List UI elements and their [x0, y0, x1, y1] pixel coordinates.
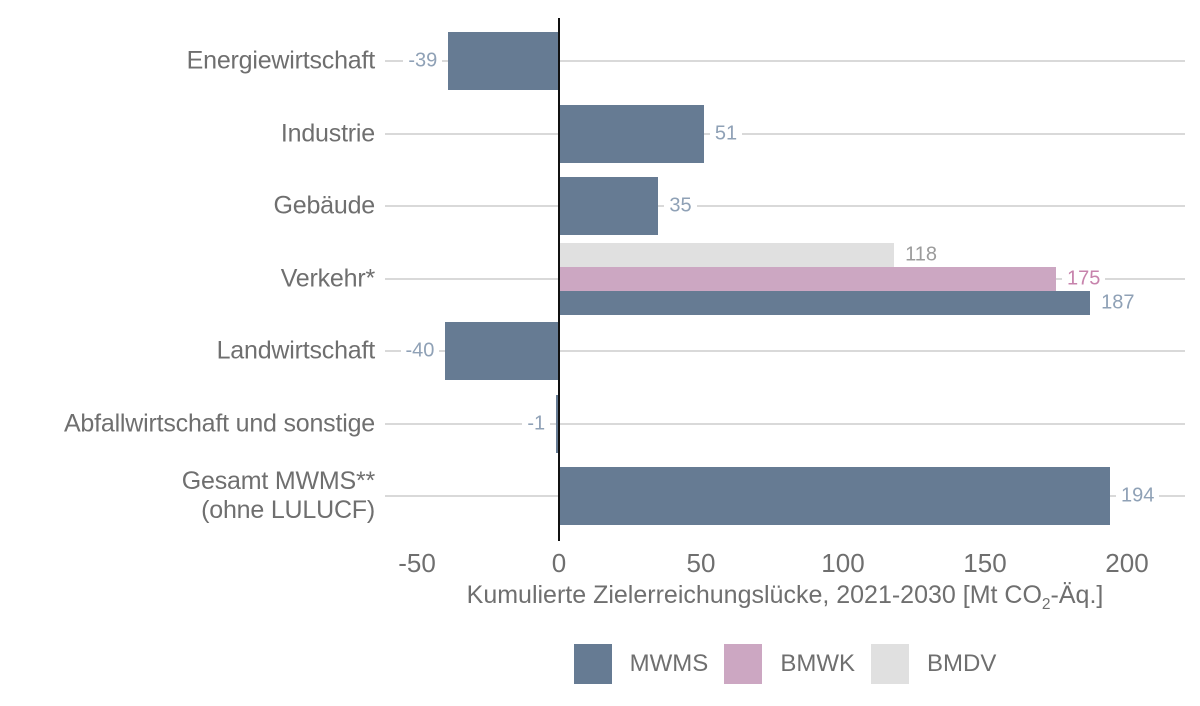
zero-baseline [558, 18, 560, 541]
gridline [385, 205, 1185, 207]
legend-swatch-icon [870, 644, 909, 684]
bar-mwms [559, 467, 1110, 525]
x-tick-label: -50 [398, 548, 436, 578]
value-label: 51 [709, 121, 743, 146]
x-axis-title: Kumulierte Zielerreichungslücke, 2021-20… [385, 581, 1185, 613]
x-tick-label: 150 [963, 548, 1007, 578]
category-label: Gebäude [273, 191, 376, 220]
gridline [385, 60, 1185, 62]
bar-bmwk [559, 266, 1056, 291]
value-label: -40 [400, 338, 440, 364]
x-tick-label: 100 [821, 548, 865, 578]
legend-swatch-icon [724, 644, 763, 684]
legend-label: BMWK [780, 650, 855, 677]
value-label: -1 [522, 411, 551, 436]
bar-mwms [559, 177, 659, 235]
legend-item-mwms: MWMS [573, 644, 709, 684]
bar-mwms [445, 322, 559, 380]
x-tick-label: 200 [1105, 548, 1149, 578]
category-label: Industrie [280, 119, 375, 147]
legend-swatch-icon [573, 644, 612, 684]
gridline [385, 132, 1185, 135]
legend-item-bmdv: BMDV [870, 644, 997, 684]
category-label: Landwirtschaft [216, 336, 376, 365]
legend: MWMS BMWK BMDV [385, 644, 1185, 684]
category-label: Gesamt MWMS** (ohne LULUCF) [181, 467, 375, 524]
value-label: 187 [1096, 290, 1140, 315]
value-label: 175 [1062, 266, 1106, 291]
legend-label: MWMS [629, 650, 709, 677]
category-label: Energiewirtschaft [186, 46, 376, 75]
x-axis-title-subscript: 2 [1041, 596, 1051, 613]
x-axis-title-text: Kumulierte Zielerreichungslücke, 2021-20… [466, 581, 1042, 609]
bar-mwms [448, 32, 559, 90]
category-label: Abfallwirtschaft und sonstige [63, 409, 375, 437]
legend-item-bmwk: BMWK [724, 644, 855, 684]
legend-label: BMDV [926, 650, 997, 677]
bar-mwms [559, 290, 1091, 315]
value-label: 194 [1115, 483, 1160, 509]
x-tick-label: 50 [686, 548, 716, 578]
value-label: -39 [403, 48, 443, 74]
category-label: Verkehr* [280, 264, 375, 292]
bar-mwms [559, 104, 704, 163]
bar-bmdv [559, 242, 895, 267]
value-label: 35 [664, 193, 697, 219]
x-tick-label: 0 [551, 548, 567, 578]
x-axis-title-unit: -Äq.] [1050, 581, 1104, 609]
bar-mwms [556, 394, 559, 453]
gridline [385, 350, 1185, 352]
value-label: 118 [900, 242, 942, 267]
gridline [385, 422, 1185, 425]
